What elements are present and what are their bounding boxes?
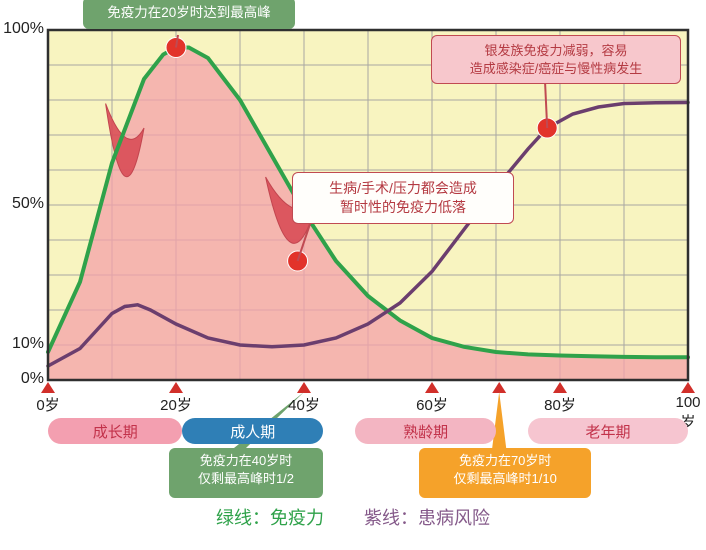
legend-green: 绿线：免疫力: [216, 508, 324, 528]
y-axis-label: 50%: [0, 195, 44, 213]
callout-line: 造成感染症/癌症与慢性病发生: [442, 60, 670, 78]
x-axis-label: 40岁: [288, 394, 320, 415]
callout-line: 银发族免疫力减弱，容易: [442, 42, 670, 60]
callout-line: 暂时性的免疫力低落: [303, 198, 503, 217]
x-axis-label: 60岁: [416, 394, 448, 415]
legend: 绿线：免疫力 紫线：患病风险: [0, 504, 706, 530]
life-stage-pill: 成长期: [48, 418, 182, 444]
note-line: 仅剩最高峰时1/10: [425, 470, 585, 488]
life-stage-pill: 老年期: [528, 418, 688, 444]
x-axis-marker: [169, 382, 183, 393]
x-axis-label: 0岁: [36, 394, 59, 415]
callout-line: 生病/手术/压力都会造成: [303, 179, 503, 198]
callout-peak: 免疫力在20岁时达到最高峰: [83, 0, 295, 29]
life-stage-pill: 熟龄期: [355, 418, 496, 444]
chart-root: 0%10%50%100%0岁20岁40岁60岁80岁100岁成长期成人期熟龄期老…: [0, 0, 706, 550]
note-line: 仅剩最高峰时1/2: [175, 470, 317, 488]
x-axis-marker: [297, 382, 311, 393]
x-axis-marker: [492, 382, 506, 393]
note-age70: 免疫力在70岁时仅剩最高峰时1/10: [419, 448, 591, 498]
callout-dip: 生病/手术/压力都会造成暂时性的免疫力低落: [292, 172, 514, 224]
note-line: 免疫力在40岁时: [175, 452, 317, 470]
note-line: 免疫力在70岁时: [425, 452, 585, 470]
x-axis-label: 80岁: [544, 394, 576, 415]
x-axis-marker: [553, 382, 567, 393]
life-stage-pill: 成人期: [182, 418, 323, 444]
x-axis-label: 20岁: [160, 394, 192, 415]
x-axis-marker: [425, 382, 439, 393]
note-pointer: [492, 392, 506, 448]
note-age40: 免疫力在40岁时仅剩最高峰时1/2: [169, 448, 323, 498]
legend-purple: 紫线：患病风险: [364, 508, 490, 528]
callout-elderly: 银发族免疫力减弱，容易造成感染症/癌症与慢性病发生: [431, 35, 681, 84]
y-axis-label: 100%: [0, 20, 44, 38]
y-axis-label: 0%: [0, 370, 44, 388]
x-axis-marker: [681, 382, 695, 393]
y-axis-label: 10%: [0, 335, 44, 353]
